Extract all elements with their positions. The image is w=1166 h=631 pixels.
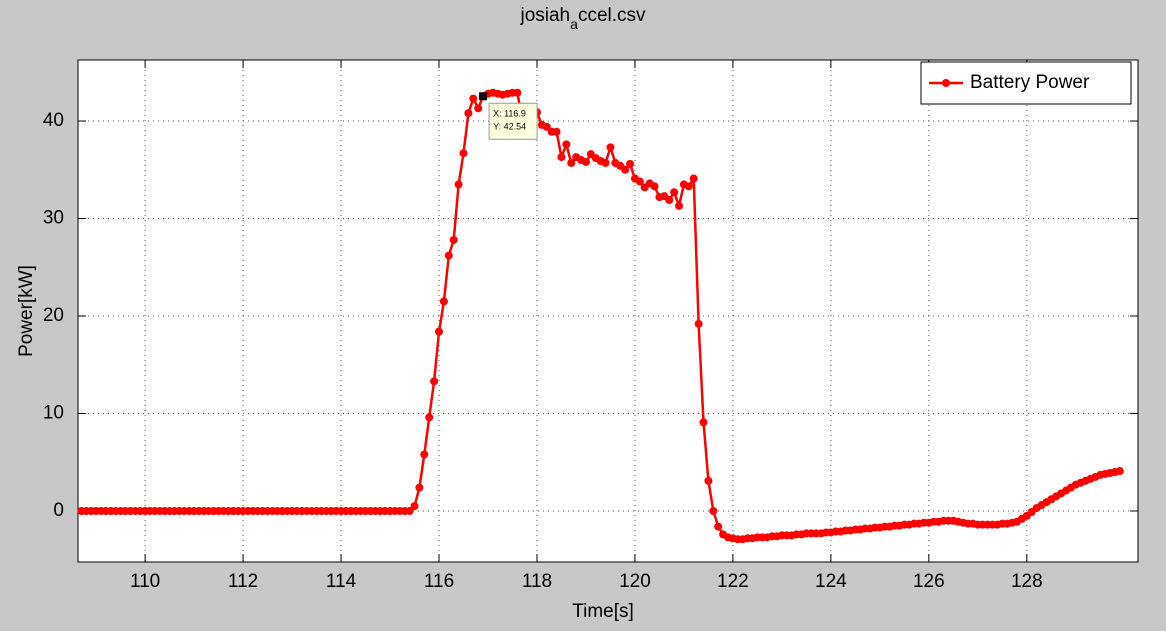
x-tick-label: 116 — [424, 571, 454, 592]
datatip-label: Y: 42.54 — [493, 122, 526, 132]
data-point — [459, 149, 468, 158]
datatip-box — [488, 102, 538, 140]
data-point — [474, 104, 483, 113]
title-subscript: a — [570, 16, 578, 32]
data-point — [430, 377, 439, 386]
data-point — [425, 413, 434, 422]
x-tick-label: 120 — [619, 571, 651, 592]
x-tick-label: 114 — [326, 571, 357, 592]
overlay: Battery Power X: 116.9 Y: 42.54 — [479, 61, 1132, 140]
data-point — [626, 159, 635, 168]
title-part: josiah — [519, 5, 570, 26]
x-tick-label: 122 — [717, 571, 749, 592]
y-tick-label: 0 — [53, 500, 64, 521]
data-point — [557, 153, 566, 162]
data-point — [552, 127, 561, 136]
y-axis-label: Power[kW] — [16, 265, 37, 357]
x-tick-label: 110 — [130, 571, 160, 592]
datatip-marker — [479, 92, 488, 101]
data-point — [709, 507, 718, 516]
data-point — [606, 143, 615, 152]
legend-marker — [942, 79, 950, 87]
y-tick-label: 20 — [43, 305, 64, 326]
data-point — [581, 157, 590, 166]
data-point — [567, 158, 576, 167]
x-axis-label: Time[s] — [572, 601, 634, 622]
data-point — [464, 109, 473, 118]
data-point — [469, 94, 478, 103]
data-point — [684, 182, 693, 191]
data-point — [689, 174, 698, 183]
data-point — [601, 158, 610, 167]
data-point — [542, 122, 551, 131]
chart-title: josiahaccel.csv — [519, 5, 646, 32]
data-point — [454, 180, 463, 189]
data-point — [444, 251, 453, 260]
data-point — [704, 476, 713, 485]
series — [77, 88, 1124, 544]
data-point — [439, 297, 448, 306]
data-point — [405, 507, 414, 516]
data-point — [635, 177, 644, 186]
datatip-label: X: 116.9 — [493, 109, 526, 119]
data-point — [699, 418, 708, 427]
data-point — [420, 450, 429, 459]
data-point — [670, 188, 679, 197]
data-point — [675, 201, 684, 210]
x-tick-label: 128 — [1011, 571, 1043, 592]
data-point — [449, 235, 458, 244]
y-tick-label: 30 — [43, 208, 64, 229]
data-point — [650, 182, 659, 191]
data-point — [621, 165, 630, 174]
grid: 0 10 20 30 40 110 112 114 116 118 120 122 124 126 128 — [43, 60, 1138, 592]
data-point — [410, 502, 419, 511]
title-part: ccel.csv — [578, 5, 646, 26]
data-point — [562, 140, 571, 149]
data-point — [694, 319, 703, 328]
data-point — [513, 88, 522, 97]
data-point — [1115, 467, 1124, 476]
plot-area — [77, 59, 1139, 563]
x-tick-label: 118 — [522, 571, 552, 592]
data-point — [435, 327, 444, 336]
data-point — [415, 483, 424, 492]
x-tick-label: 112 — [228, 571, 258, 592]
data-point — [665, 196, 674, 205]
x-tick-label: 126 — [913, 571, 945, 592]
data-point — [714, 522, 723, 531]
y-tick-label: 40 — [43, 110, 64, 131]
y-tick-label: 10 — [43, 403, 64, 424]
legend-label: Battery Power — [970, 72, 1090, 93]
x-tick-label: 124 — [815, 571, 847, 592]
